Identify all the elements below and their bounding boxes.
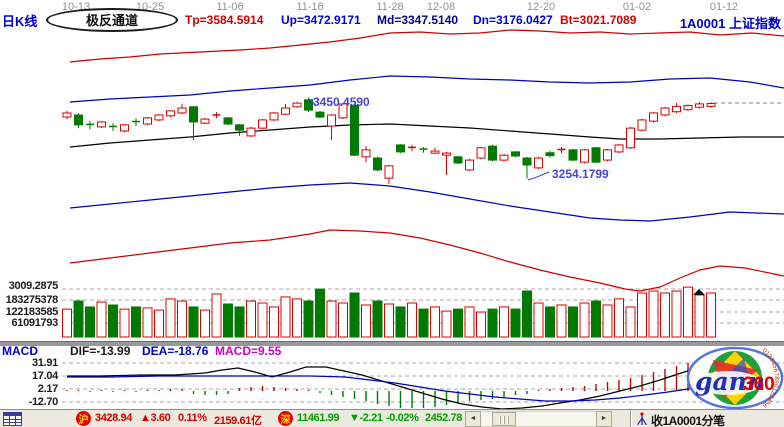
macd-histogram — [66, 357, 712, 408]
scrollbar-thumb[interactable] — [492, 412, 516, 426]
low-price-label: 3254.1799 — [552, 167, 609, 181]
chart-markers — [308, 98, 705, 295]
macd-scale-label: -12.70 — [28, 396, 59, 408]
logo-360-text: 360 — [743, 374, 775, 395]
tp-value: Tp=3584.5914 — [185, 13, 264, 27]
scrollbar-track[interactable] — [481, 411, 596, 427]
channel-lines — [69, 29, 784, 292]
sz-price: 11461.99 — [297, 412, 340, 424]
logo-band — [695, 371, 761, 395]
date-label: 11-16 — [296, 1, 324, 13]
sh-pct: 0.11% — [178, 412, 207, 424]
sz-amount: 2452.78 — [425, 412, 462, 424]
status-bar: 沪 3428.94 ▲3.60 0.11% 2159.61亿 深 11461.9… — [0, 409, 784, 427]
date-label: 01-02 — [622, 1, 652, 13]
receive-status-text: 收1A0001分笔 — [651, 414, 725, 427]
macd-scale-label: 31.91 — [31, 357, 58, 369]
sh-change: ▲3.60 — [140, 412, 171, 424]
date-label: 12-08 — [426, 1, 456, 13]
dea-line — [67, 375, 707, 402]
dea-readout: DEA=-18.76 — [142, 344, 209, 358]
date-label: 11-06 — [216, 1, 244, 13]
channel-label: 极反通道 — [85, 13, 138, 28]
index-name: 上证指数 — [728, 16, 781, 31]
macd-pane-title: MACD — [2, 344, 38, 358]
antenna-icon — [636, 412, 648, 425]
up-value: Up=3472.9171 — [281, 13, 361, 27]
shenzhen-badge[interactable]: 深 — [278, 411, 293, 426]
symbol-name: 1A0001 上证指数 — [680, 13, 781, 32]
macd-scale-label: 17.04 — [31, 370, 58, 382]
shanghai-badge[interactable]: 沪 — [76, 411, 91, 426]
gann360-logo: 0123456789012345678901234 gann 360 — [686, 346, 784, 410]
receive-status-panel: 收1A0001分笔 — [630, 410, 784, 427]
peak-price-label: 3450.4590 — [313, 95, 370, 109]
pane-divider[interactable] — [0, 341, 784, 346]
sh-price: 3428.94 — [95, 412, 132, 424]
volume-series — [62, 286, 716, 338]
dif-line — [67, 365, 707, 410]
symbol-code: 1A0001 — [679, 16, 726, 31]
quote-table-icon[interactable] — [3, 412, 22, 426]
price-grid-label: 3009.2875 — [8, 280, 59, 292]
scroll-right-button[interactable]: ► — [596, 411, 612, 427]
md-value: Md=3347.5140 — [377, 13, 459, 27]
header-bar: 10-13 10-25 11-06 11-16 11-28 12-08 12-20 01-02… — [0, 0, 784, 32]
dn-value: Dn=3176.0427 — [473, 13, 553, 27]
dif-readout: DIF=-13.99 — [70, 344, 131, 358]
logo-gann-text: gann — [695, 367, 765, 396]
candlestick-series — [62, 98, 716, 184]
sz-pct: -0.02% — [386, 412, 419, 424]
scroll-left-button[interactable]: ◄ — [465, 411, 481, 427]
sh-amount: 2159.61亿 — [214, 415, 262, 427]
kline-mode-label: 日K线 — [2, 14, 38, 29]
horizontal-scrollbar[interactable]: ◄ ► — [465, 411, 612, 427]
date-label: 12-20 — [526, 1, 556, 13]
date-label: 01-12 — [709, 1, 739, 13]
volume-axis-label: 183275378 — [5, 294, 59, 306]
volume-axis-label: 61091793 — [11, 317, 58, 329]
volume-axis-label: 122183585 — [5, 306, 59, 318]
sz-change: ▼-2.21 — [349, 412, 383, 424]
bt-value: Bt=3021.7089 — [560, 13, 637, 27]
channel-ellipse: 极反通道 — [46, 8, 178, 32]
macd-readout: MACD=9.55 — [215, 344, 282, 358]
date-label: 11-28 — [376, 1, 404, 13]
macd-scale-label: 2.17 — [37, 383, 59, 395]
